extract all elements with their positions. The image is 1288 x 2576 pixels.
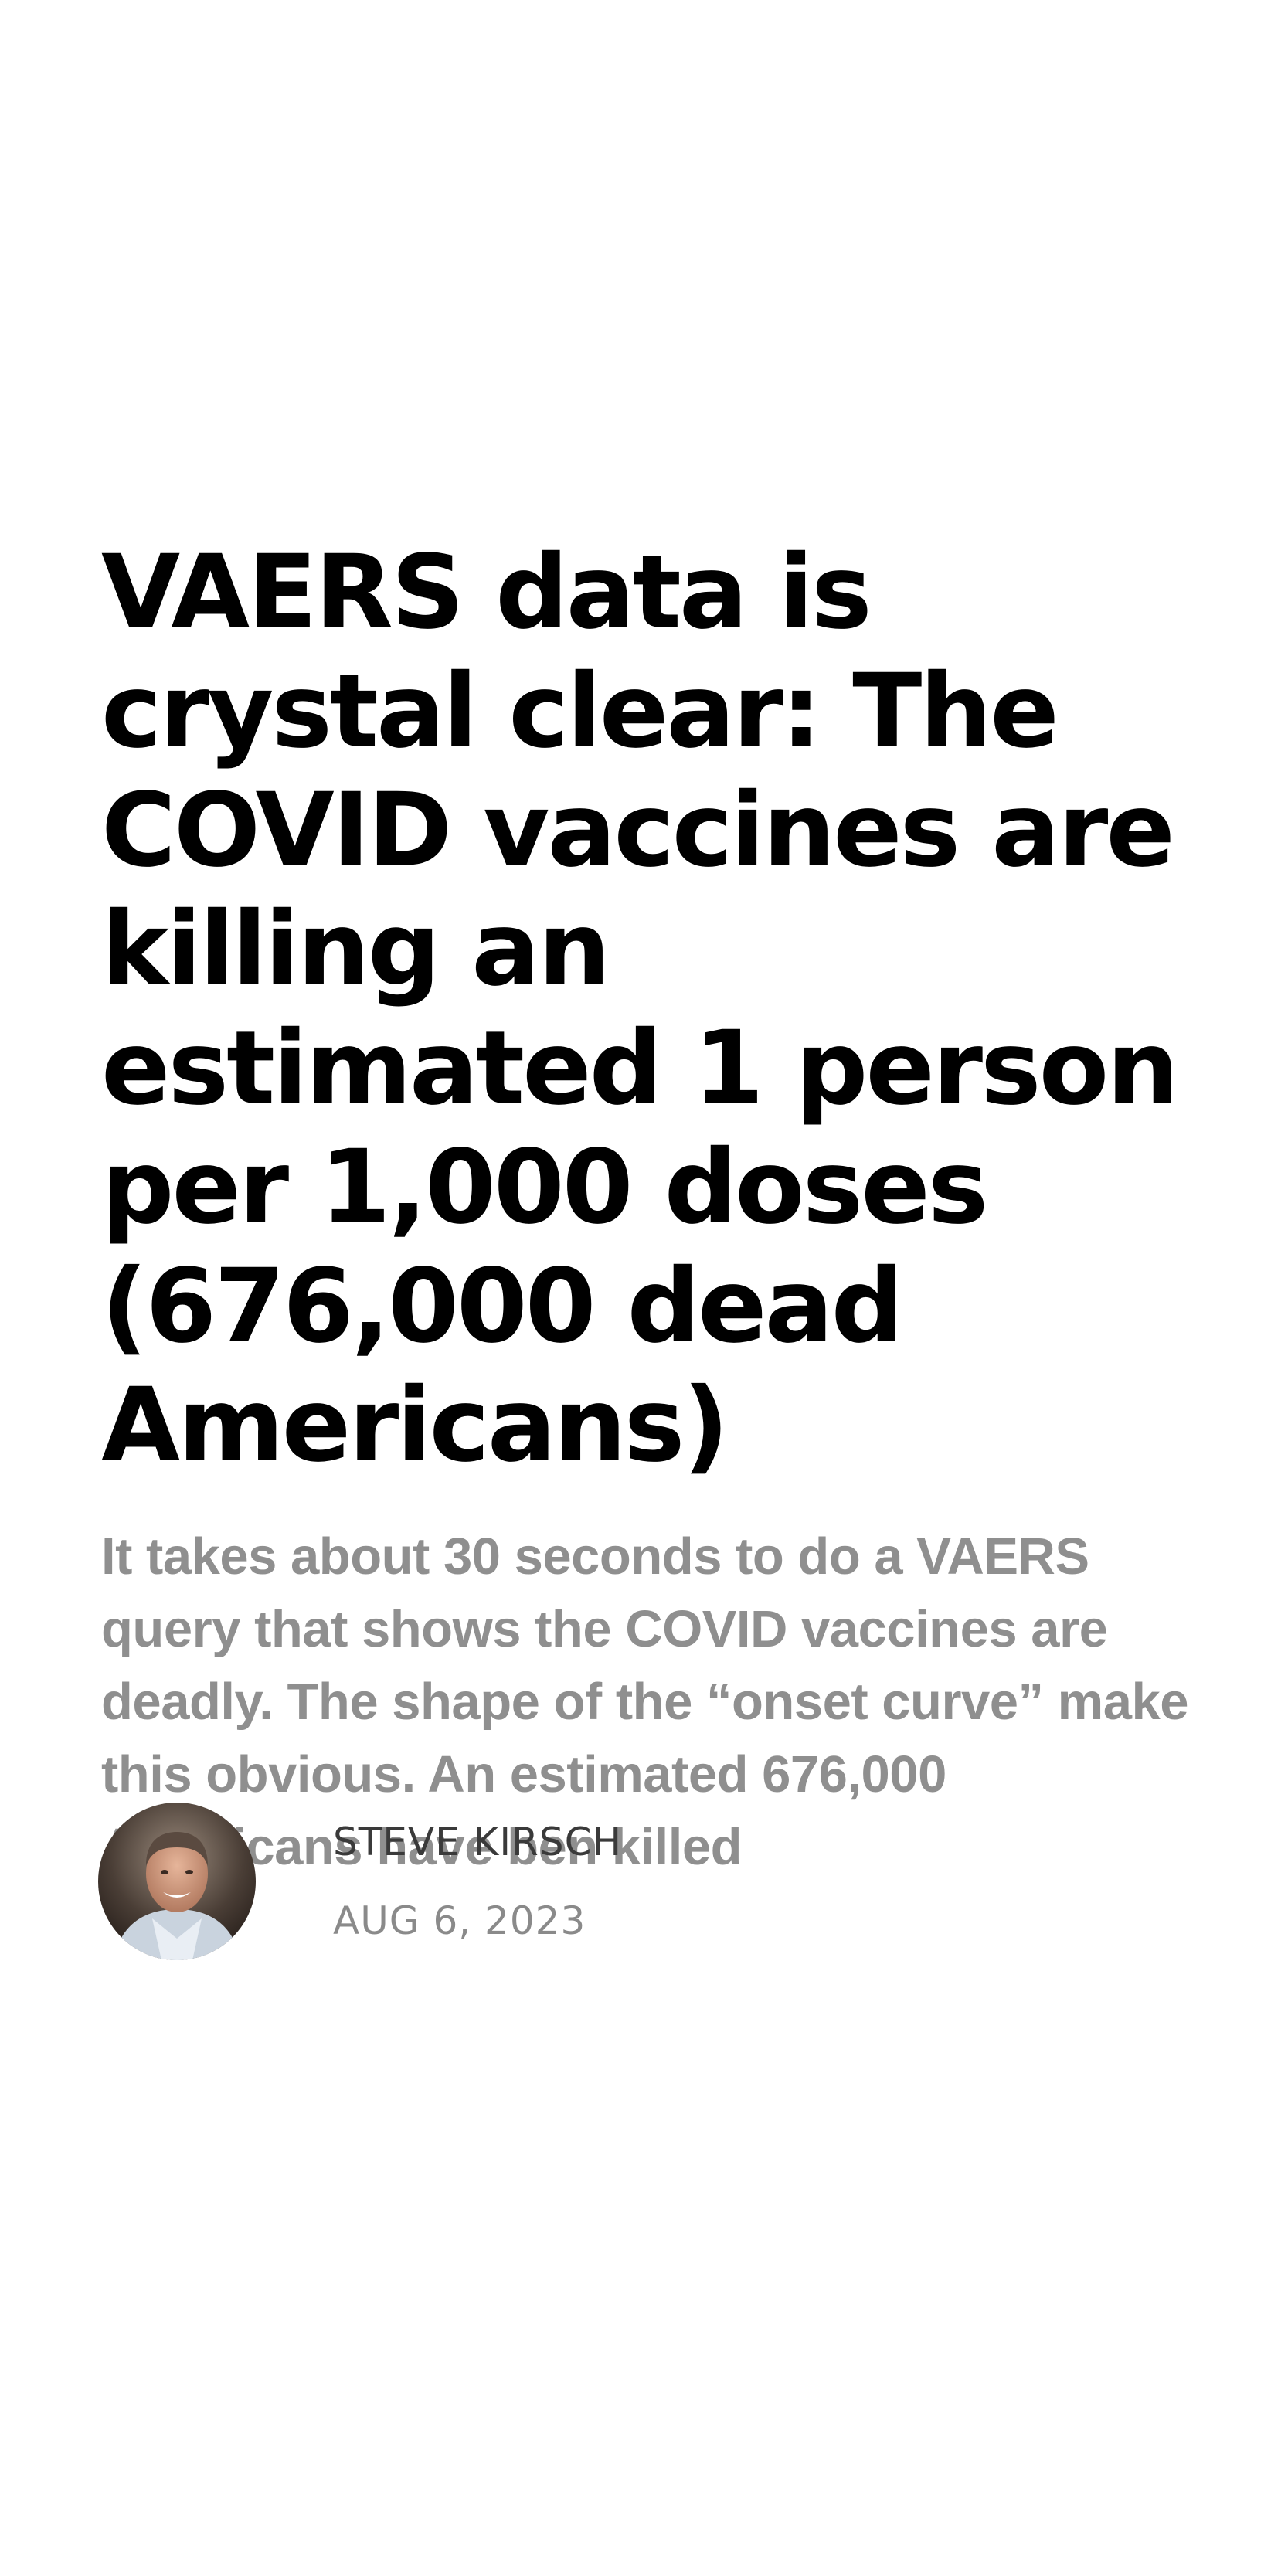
post-byline: STEVE KIRSCH AUG 6, 2023 <box>98 1800 622 1963</box>
byline-meta: STEVE KIRSCH AUG 6, 2023 <box>333 1819 622 1944</box>
post-date: AUG 6, 2023 <box>333 1898 586 1943</box>
author-avatar[interactable] <box>98 1803 256 1960</box>
author-name-link[interactable]: STEVE KIRSCH <box>333 1820 623 1864</box>
post-title: VAERS data is crystal clear: The COVID v… <box>101 533 1179 1485</box>
post-header: VAERS data is crystal clear: The COVID v… <box>101 533 1198 1884</box>
author-photo-icon <box>98 1803 256 1960</box>
